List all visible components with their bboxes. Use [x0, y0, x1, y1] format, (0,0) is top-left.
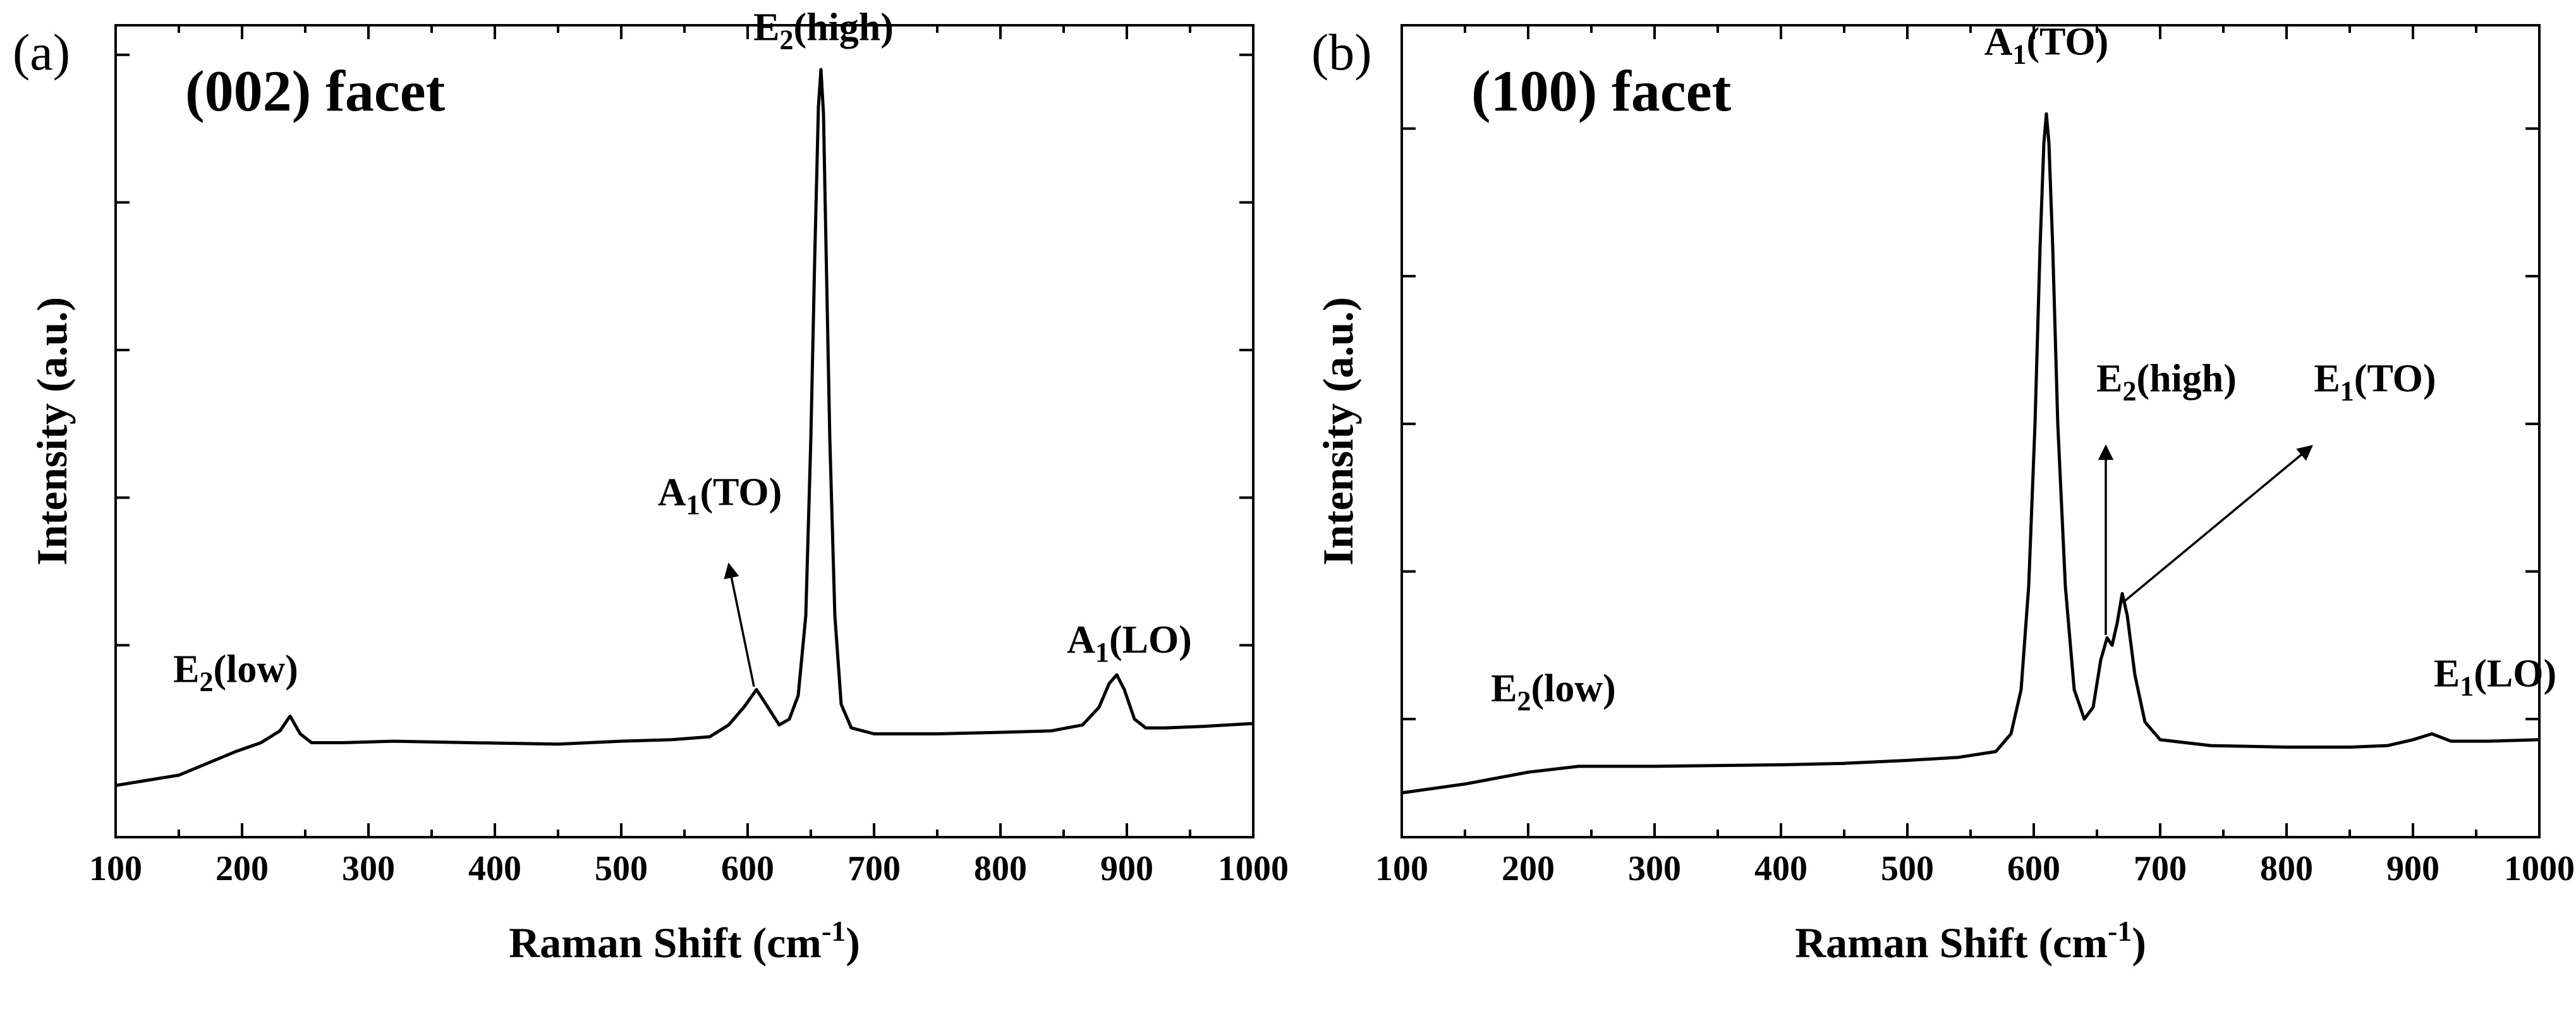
panel-b: 100 200 300 400 500 600 700 800 900 1000 E2(low) A1… [1311, 21, 2575, 967]
x-tick-label: 400 [468, 849, 521, 888]
raman-spectrum-line [1401, 112, 2540, 795]
peak-label-e1to: E1(TO) [2314, 357, 2436, 406]
peak-label-a1to: A1(TO) [1984, 21, 2109, 70]
x-tick-label: 300 [342, 849, 395, 888]
peak-arrow [724, 562, 755, 687]
x-axis-title: Raman Shift (cm-1) [509, 915, 860, 967]
peak-label-a1to: A1(TO) [658, 471, 782, 520]
x-tick-label: 900 [2386, 849, 2439, 888]
y-axis-title: Intensity (a.u.) [1314, 297, 1362, 565]
x-tick-label: 700 [2134, 849, 2187, 888]
panel-a: 100 200 300 400 500 600 700 800 900 1000 E2(low) A1… [13, 6, 1289, 967]
x-tick-label: 500 [595, 849, 648, 888]
y-axis-title: Intensity (a.u.) [28, 297, 76, 565]
peak-label-e1lo: E1(LO) [2434, 653, 2556, 702]
plot-frame [1400, 24, 2541, 838]
x-tick-label: 100 [89, 849, 142, 888]
x-tick-label: 1000 [1218, 849, 1289, 888]
x-tick-label: 800 [2260, 849, 2313, 888]
x-tick-label: 1000 [2504, 849, 2575, 888]
x-axis-title: Raman Shift (cm-1) [1795, 915, 2146, 967]
x-tick-label: 200 [216, 849, 269, 888]
panel-label: (a) [13, 23, 70, 81]
facet-title: (100) facet [1471, 59, 1732, 123]
peak-label-e2low: E2(low) [173, 648, 298, 698]
x-tick-label: 800 [974, 849, 1027, 888]
x-tick-label: 600 [721, 849, 774, 888]
x-tick-label: 100 [1375, 849, 1428, 888]
x-tick-label: 900 [1100, 849, 1153, 888]
x-tick-label: 600 [2007, 849, 2060, 888]
x-tick-label: 700 [848, 849, 901, 888]
panel-label: (b) [1311, 23, 1372, 81]
peak-label-e2low: E2(low) [1491, 667, 1616, 716]
peak-label-e2high: E2(high) [753, 6, 894, 55]
peak-arrow [2123, 445, 2313, 602]
x-tick-label: 400 [1754, 849, 1807, 888]
x-tick-label: 500 [1881, 849, 1934, 888]
raman-spectrum-line [115, 68, 1254, 787]
x-tick-label: 300 [1628, 849, 1681, 888]
peak-label-a1lo: A1(LO) [1067, 619, 1192, 668]
x-tick-label: 200 [1502, 849, 1555, 888]
peak-label-e2high: E2(high) [2096, 357, 2237, 406]
plot-frame [114, 24, 1255, 838]
facet-title: (002) facet [185, 59, 446, 123]
